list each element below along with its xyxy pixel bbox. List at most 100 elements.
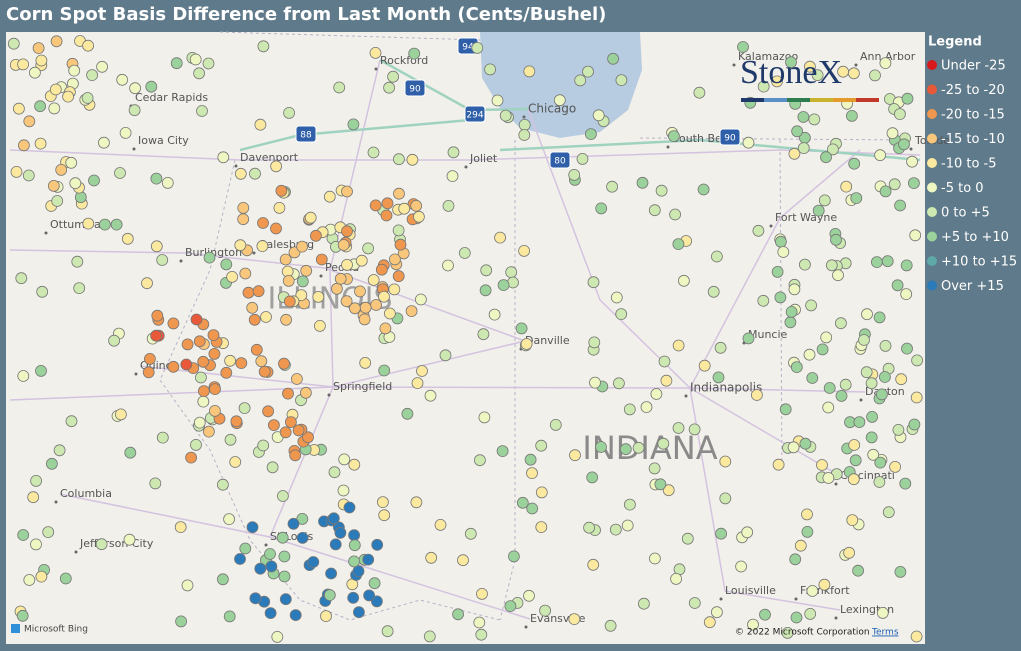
location-dot[interactable]: [334, 272, 347, 285]
location-dot[interactable]: [175, 615, 188, 628]
location-dot[interactable]: [569, 449, 581, 462]
location-dot[interactable]: [759, 608, 771, 621]
location-dot[interactable]: [442, 199, 455, 212]
location-dot[interactable]: [894, 566, 907, 578]
location-dot[interactable]: [348, 458, 361, 471]
location-dot[interactable]: [775, 235, 787, 248]
location-dot[interactable]: [42, 526, 55, 538]
location-dot[interactable]: [53, 444, 66, 457]
location-dot[interactable]: [672, 339, 685, 352]
location-dot[interactable]: [329, 538, 342, 551]
location-dot[interactable]: [246, 521, 259, 534]
location-dot[interactable]: [47, 179, 60, 192]
location-dot[interactable]: [224, 433, 237, 446]
location-dot[interactable]: [895, 373, 908, 386]
location-dot[interactable]: [230, 415, 243, 428]
location-dot[interactable]: [475, 628, 488, 641]
location-dot[interactable]: [341, 185, 353, 198]
location-dot[interactable]: [655, 184, 668, 197]
location-dot[interactable]: [262, 405, 275, 418]
location-dot[interactable]: [48, 102, 61, 115]
location-dot[interactable]: [358, 313, 371, 326]
location-dot[interactable]: [892, 423, 905, 436]
location-dot[interactable]: [341, 258, 353, 271]
location-dot[interactable]: [197, 385, 210, 398]
location-dot[interactable]: [392, 270, 405, 283]
location-dot[interactable]: [649, 552, 661, 565]
location-dot[interactable]: [283, 107, 296, 119]
location-dot[interactable]: [871, 256, 883, 269]
location-dot[interactable]: [410, 496, 423, 509]
location-dot[interactable]: [479, 284, 492, 297]
location-dot[interactable]: [334, 526, 347, 539]
location-dot[interactable]: [393, 187, 405, 200]
location-dot[interactable]: [894, 108, 906, 120]
location-dot[interactable]: [302, 431, 314, 444]
location-dot[interactable]: [688, 597, 701, 609]
location-dot[interactable]: [410, 199, 423, 212]
location-dot[interactable]: [747, 618, 759, 631]
location-dot[interactable]: [193, 335, 206, 348]
location-dot[interactable]: [494, 231, 507, 244]
location-dot[interactable]: [632, 441, 645, 454]
location-dot[interactable]: [858, 334, 870, 346]
location-dot[interactable]: [790, 361, 803, 374]
location-dot[interactable]: [586, 471, 599, 484]
location-dot[interactable]: [899, 477, 912, 490]
location-dot[interactable]: [73, 282, 86, 295]
location-dot[interactable]: [279, 253, 292, 266]
location-dot[interactable]: [849, 454, 862, 467]
location-dot[interactable]: [65, 156, 78, 169]
location-dot[interactable]: [119, 126, 132, 139]
location-dot[interactable]: [707, 285, 720, 298]
location-dot[interactable]: [229, 456, 242, 468]
location-dot[interactable]: [141, 277, 153, 290]
location-dot[interactable]: [604, 619, 617, 632]
location-dot[interactable]: [17, 139, 30, 152]
location-dot[interactable]: [442, 259, 454, 272]
location-dot[interactable]: [234, 553, 246, 565]
location-dot[interactable]: [518, 119, 531, 131]
location-dot[interactable]: [328, 466, 341, 479]
location-dot[interactable]: [908, 418, 921, 431]
location-dot[interactable]: [873, 311, 886, 324]
location-dot[interactable]: [446, 170, 459, 183]
location-dot[interactable]: [910, 630, 923, 643]
location-dot[interactable]: [879, 371, 891, 383]
location-dot[interactable]: [32, 42, 45, 54]
location-dot[interactable]: [296, 513, 309, 525]
location-dot[interactable]: [12, 102, 25, 115]
location-dot[interactable]: [879, 339, 892, 352]
location-dot[interactable]: [309, 229, 322, 242]
location-dot[interactable]: [505, 266, 518, 279]
location-dot[interactable]: [95, 538, 108, 551]
location-dot[interactable]: [648, 204, 661, 217]
location-dot[interactable]: [371, 538, 384, 551]
location-dot[interactable]: [452, 608, 465, 621]
location-dot[interactable]: [289, 609, 302, 621]
location-dot[interactable]: [315, 253, 328, 266]
location-dot[interactable]: [300, 264, 313, 277]
location-dot[interactable]: [35, 54, 48, 67]
location-dot[interactable]: [398, 202, 411, 215]
location-dot[interactable]: [226, 270, 239, 283]
location-dot[interactable]: [82, 39, 94, 52]
location-dot[interactable]: [7, 37, 20, 50]
location-dot[interactable]: [354, 285, 366, 298]
location-dot[interactable]: [82, 217, 95, 230]
location-dot[interactable]: [615, 74, 628, 86]
location-dot[interactable]: [283, 295, 296, 308]
location-dot[interactable]: [804, 608, 817, 620]
location-dot[interactable]: [816, 459, 828, 471]
location-dot[interactable]: [568, 168, 581, 181]
location-dot[interactable]: [623, 403, 636, 416]
location-dot[interactable]: [830, 233, 842, 246]
location-dot[interactable]: [898, 138, 910, 151]
location-dot[interactable]: [772, 458, 785, 471]
location-dot[interactable]: [787, 441, 800, 454]
location-dot[interactable]: [866, 410, 878, 423]
location-dot[interactable]: [818, 578, 831, 591]
location-dot[interactable]: [249, 167, 261, 180]
location-dot[interactable]: [582, 65, 594, 78]
location-dot[interactable]: [355, 254, 368, 267]
